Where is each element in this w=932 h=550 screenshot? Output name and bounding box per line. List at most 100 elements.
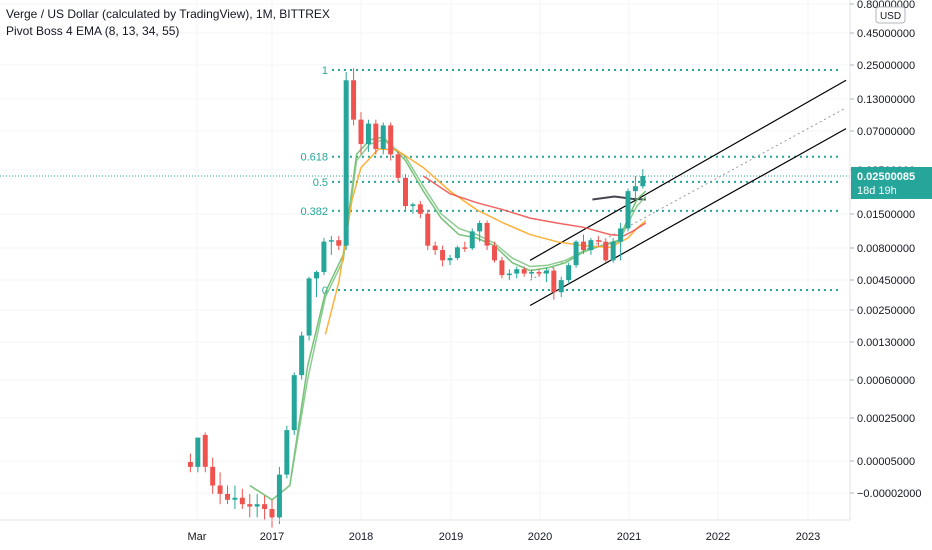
candle-body	[380, 125, 386, 149]
candle-body	[232, 497, 238, 500]
candle	[262, 495, 268, 521]
candle	[506, 269, 512, 281]
candle-body	[291, 375, 297, 431]
candle	[477, 220, 483, 242]
current-price-tag: 0.02500085 18d 19h	[851, 166, 932, 199]
fib-level-label: 0.618	[300, 152, 328, 164]
candle-body	[276, 474, 282, 518]
candle	[225, 485, 230, 505]
price-tick-label: 0.00800000	[857, 243, 915, 255]
candle	[543, 267, 549, 282]
candle-body	[187, 462, 193, 467]
legend-indicator: Pivot Boss 4 EMA (8, 13, 34, 55)	[6, 24, 180, 38]
candle	[536, 269, 542, 277]
candle	[254, 493, 260, 518]
candle	[395, 152, 401, 182]
price-tag-value: 0.02500085	[857, 171, 915, 183]
price-tick-label: 0.25000000	[857, 60, 915, 72]
time-tick-label: 2021	[617, 531, 641, 543]
candle-body	[395, 154, 401, 178]
grid-lines	[0, 0, 850, 520]
candle	[299, 331, 305, 380]
candle-body	[640, 175, 646, 187]
trend-channel[interactable]	[529, 79, 847, 306]
candle-body	[632, 186, 638, 192]
candle-body	[410, 204, 416, 207]
candle	[573, 240, 579, 268]
candle-body	[343, 80, 349, 246]
candle-body	[425, 213, 431, 246]
candle-body	[336, 240, 342, 246]
price-tick-label: 0.00060000	[857, 375, 915, 387]
candle-body	[269, 509, 275, 518]
ema-line-13	[249, 138, 647, 501]
candle	[380, 122, 386, 155]
candle-body	[440, 250, 446, 261]
candle	[425, 209, 431, 251]
fib-level-label: 0.382	[300, 206, 328, 218]
candle	[469, 228, 475, 251]
candle	[328, 235, 334, 255]
currency-button[interactable]: USD	[875, 6, 906, 24]
candle	[595, 235, 601, 247]
candle-body	[373, 123, 379, 149]
candle-body	[588, 240, 594, 251]
time-axis[interactable]: Mar 2017 2018 2019 2020 2021 2022 2023	[0, 519, 850, 543]
price-tag-box	[851, 166, 932, 199]
candle-body	[195, 437, 201, 467]
candle	[187, 453, 193, 473]
candle	[484, 220, 490, 251]
candle	[291, 372, 297, 435]
candle-body	[202, 434, 208, 467]
candle-body	[365, 123, 371, 145]
currency-button-label: USD	[880, 11, 901, 22]
candlesticks	[187, 68, 646, 528]
candle	[566, 262, 572, 284]
candle	[195, 437, 201, 473]
price-tick-label: 0.00450000	[857, 275, 915, 287]
fib-level-label: 0.5	[313, 177, 328, 189]
price-tick-label: 0.00025000	[857, 413, 915, 425]
time-tick-label: 2020	[528, 531, 552, 543]
price-tick-label: 0.07000000	[857, 126, 915, 138]
candle	[306, 276, 312, 341]
price-tick-label: 0.00005000	[857, 456, 915, 468]
candle-body	[499, 260, 505, 276]
candle-body	[558, 280, 564, 293]
candle-body	[262, 504, 268, 510]
candle-body	[492, 245, 497, 261]
candle-body	[321, 241, 327, 273]
candle	[581, 234, 586, 254]
arc-drawing	[592, 195, 646, 201]
candle-body	[358, 119, 364, 145]
candle-body	[573, 241, 579, 266]
candle	[202, 432, 208, 473]
candle-body	[454, 247, 460, 259]
candle	[529, 269, 535, 279]
candle	[321, 237, 327, 276]
candle	[618, 222, 624, 261]
candle	[247, 493, 253, 518]
time-tick-label: Mar	[188, 531, 207, 543]
candle	[403, 174, 408, 210]
price-axis[interactable]: 0.80000000 0.45000000 0.25000000 0.13000000…	[849, 0, 932, 520]
candle-body	[239, 497, 245, 505]
ema-line-34	[324, 148, 647, 335]
currency-button-box	[875, 6, 906, 24]
candle	[447, 254, 453, 266]
candle	[588, 237, 594, 255]
channel-upper-line	[529, 79, 847, 261]
price-tick-label: 0.80000000	[857, 0, 915, 11]
candle-body	[625, 191, 631, 229]
fibonacci-retracement[interactable]: 1 0.618 0.5 0.382 0	[300, 65, 840, 297]
candle	[558, 276, 564, 298]
candle	[632, 175, 638, 200]
candle-body	[595, 240, 601, 242]
candle	[373, 119, 379, 155]
candle	[210, 457, 216, 494]
ema-lines	[249, 136, 647, 501]
time-tick-label: 2022	[706, 531, 730, 543]
candle-body	[447, 258, 453, 261]
candle-body	[581, 241, 586, 251]
